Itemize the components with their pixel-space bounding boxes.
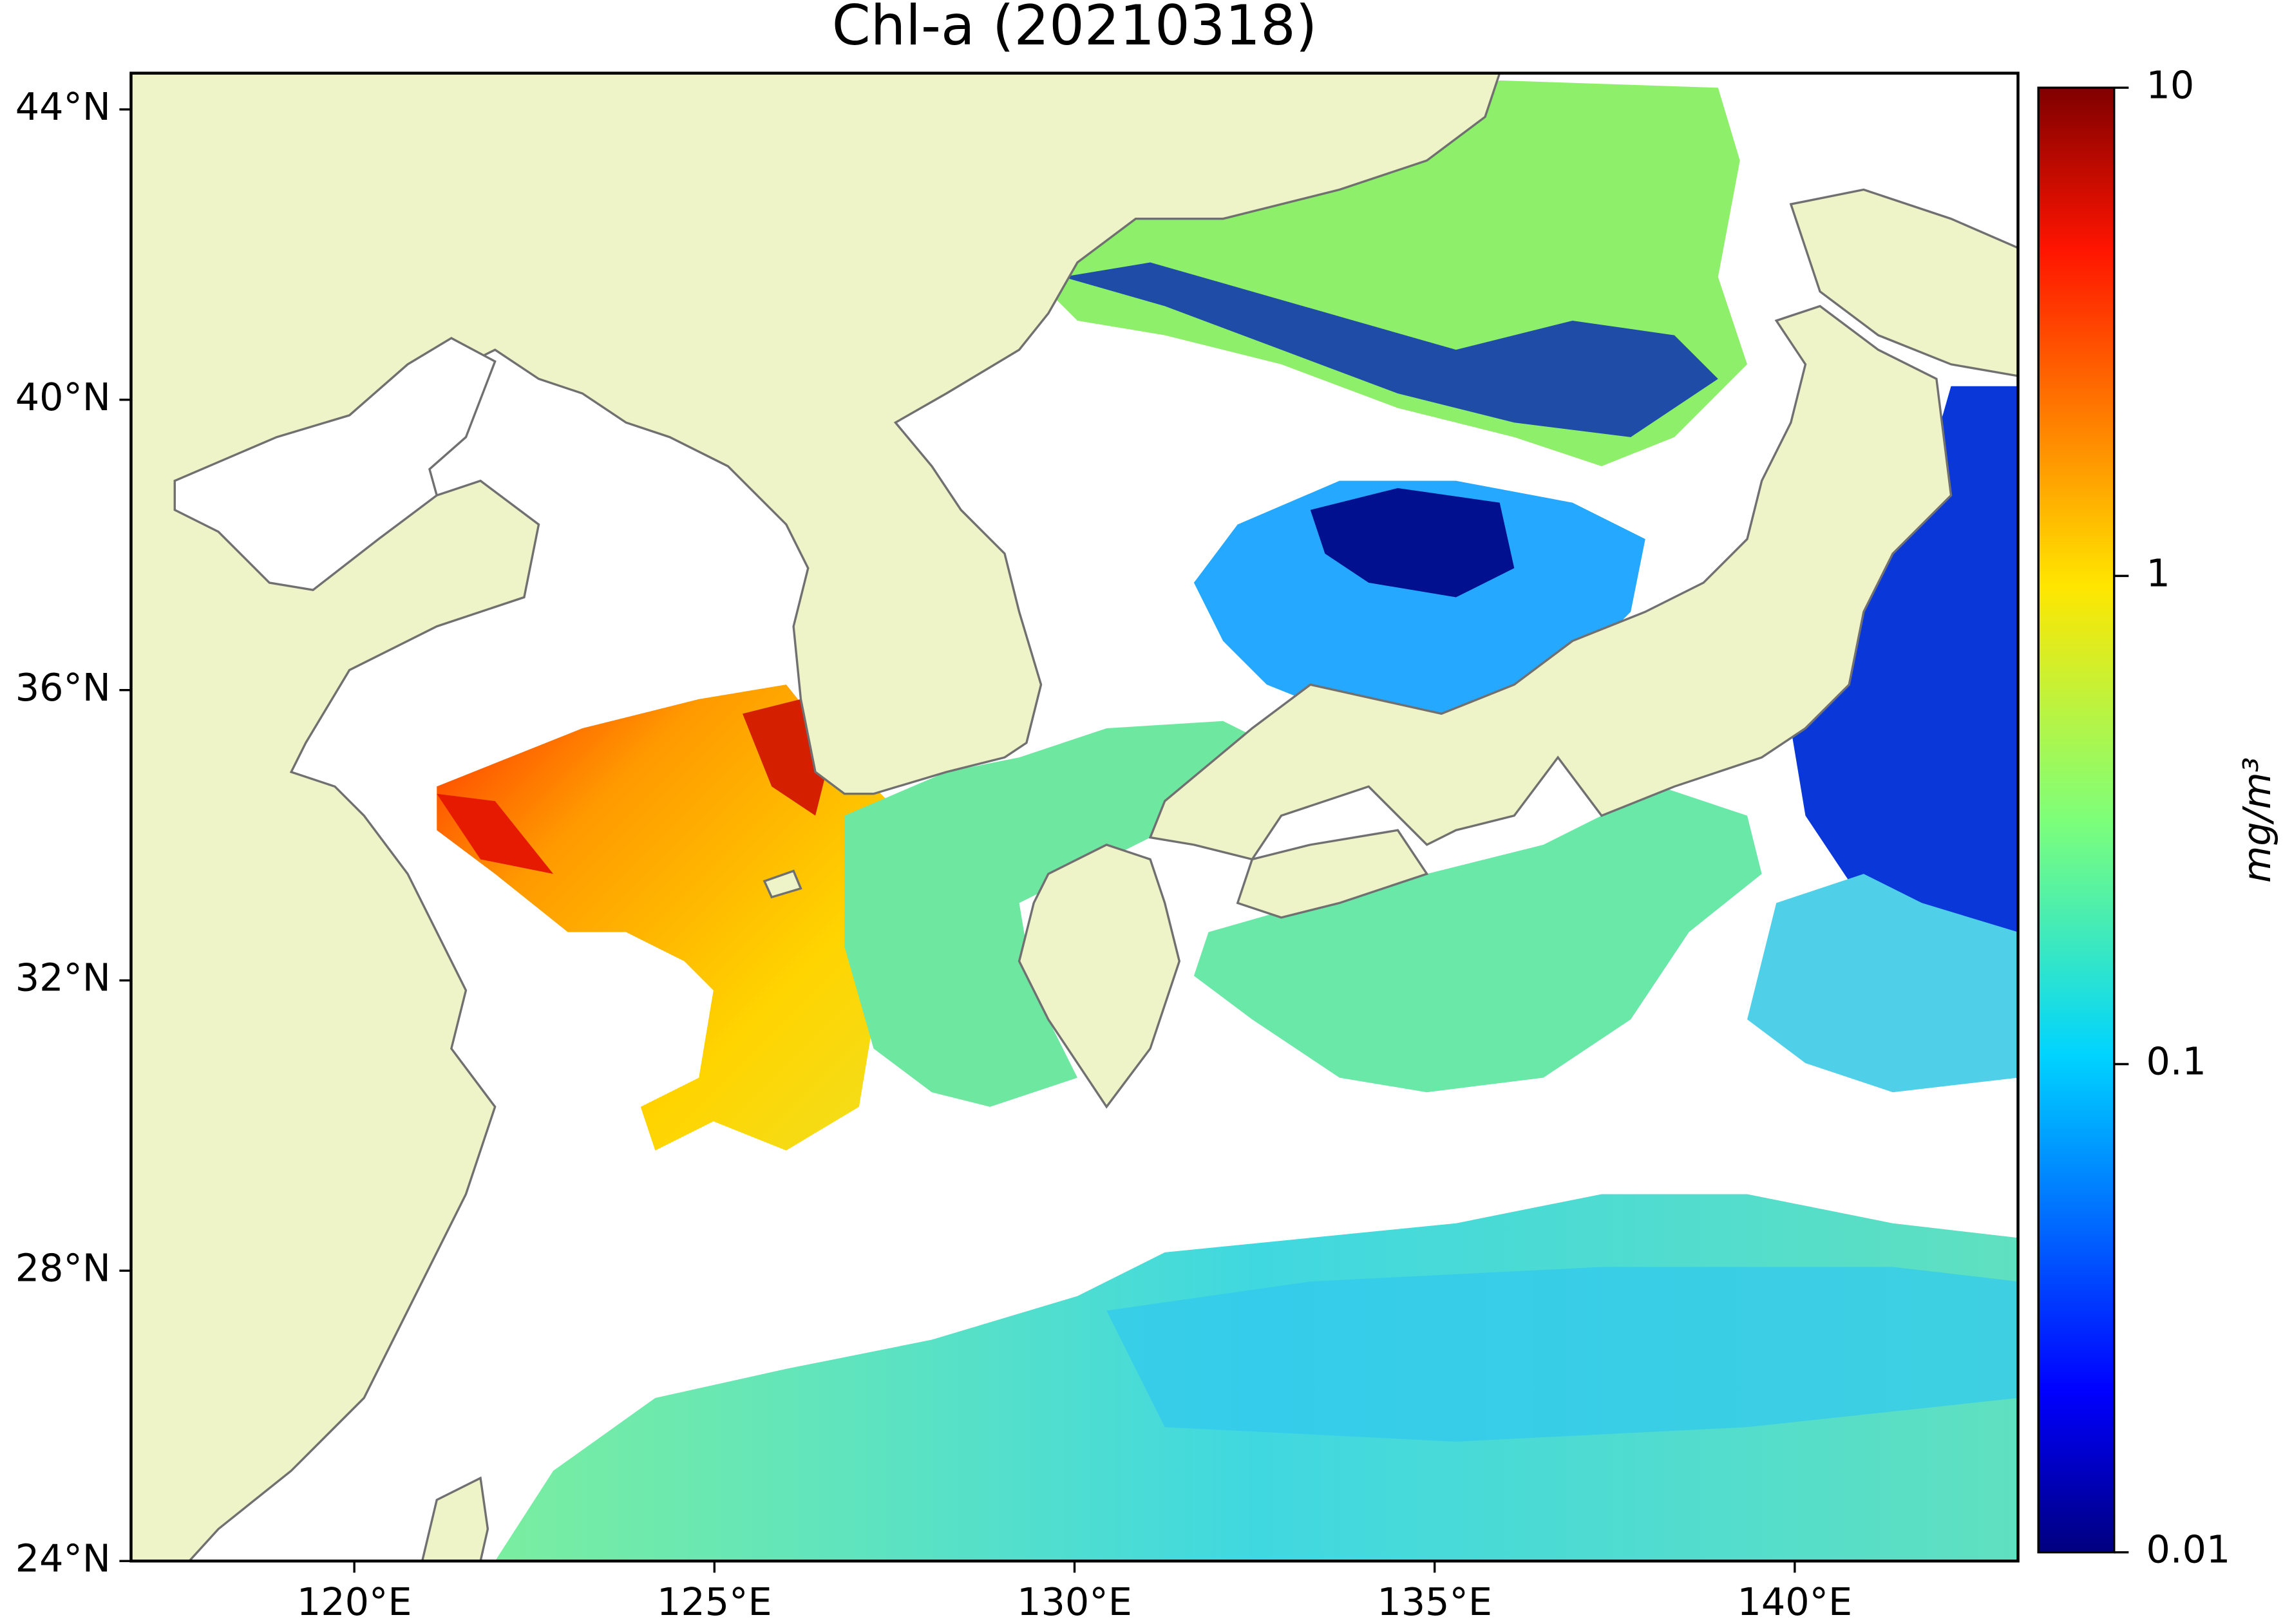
- land: [131, 73, 1501, 1562]
- land: [1236, 829, 1429, 919]
- x-tick-label: 140°E: [1737, 1580, 1852, 1624]
- colorbar-label: mg/m³: [2235, 757, 2279, 883]
- data-patch: [437, 685, 903, 1151]
- land: [1789, 188, 2018, 377]
- data-patch: [437, 793, 554, 874]
- y-tick-label: 28°N: [15, 1245, 111, 1290]
- data-patch: [1063, 262, 1718, 437]
- map: [131, 73, 2018, 1562]
- land: [1148, 305, 1953, 861]
- colorbar-tick-label: 0.1: [2146, 1039, 2206, 1084]
- colorbar-tick-label: 1: [2146, 551, 2170, 595]
- colorbar-tick-label: 0.01: [2146, 1527, 2230, 1572]
- x-tick-label: 135°E: [1377, 1580, 1492, 1624]
- land: [421, 1476, 489, 1562]
- data-patch: [1106, 1267, 2018, 1442]
- land: [1018, 844, 1181, 1109]
- land: [763, 869, 802, 899]
- y-tick-label: 24°N: [15, 1536, 111, 1580]
- data-patch: [1790, 386, 2018, 1005]
- bohai-sea: [173, 337, 497, 592]
- data-patch: [1747, 874, 2018, 1093]
- x-tick-label: 125°E: [657, 1580, 772, 1624]
- y-tick-label: 44°N: [15, 84, 111, 129]
- colorbar-tick-label: 10: [2146, 62, 2194, 107]
- y-tick-label: 40°N: [15, 375, 111, 419]
- y-tick-label: 32°N: [15, 956, 111, 1000]
- x-tick-label: 120°E: [297, 1580, 412, 1624]
- y-tick-label: 36°N: [15, 665, 111, 710]
- data-patch: [1193, 480, 1645, 729]
- colorbar: [2037, 86, 2116, 1554]
- x-tick-label: 130°E: [1017, 1580, 1132, 1624]
- data-patch: [1310, 487, 1515, 598]
- title: Chl-a (20210318): [832, 0, 1318, 58]
- data-patch: [1193, 786, 1762, 1093]
